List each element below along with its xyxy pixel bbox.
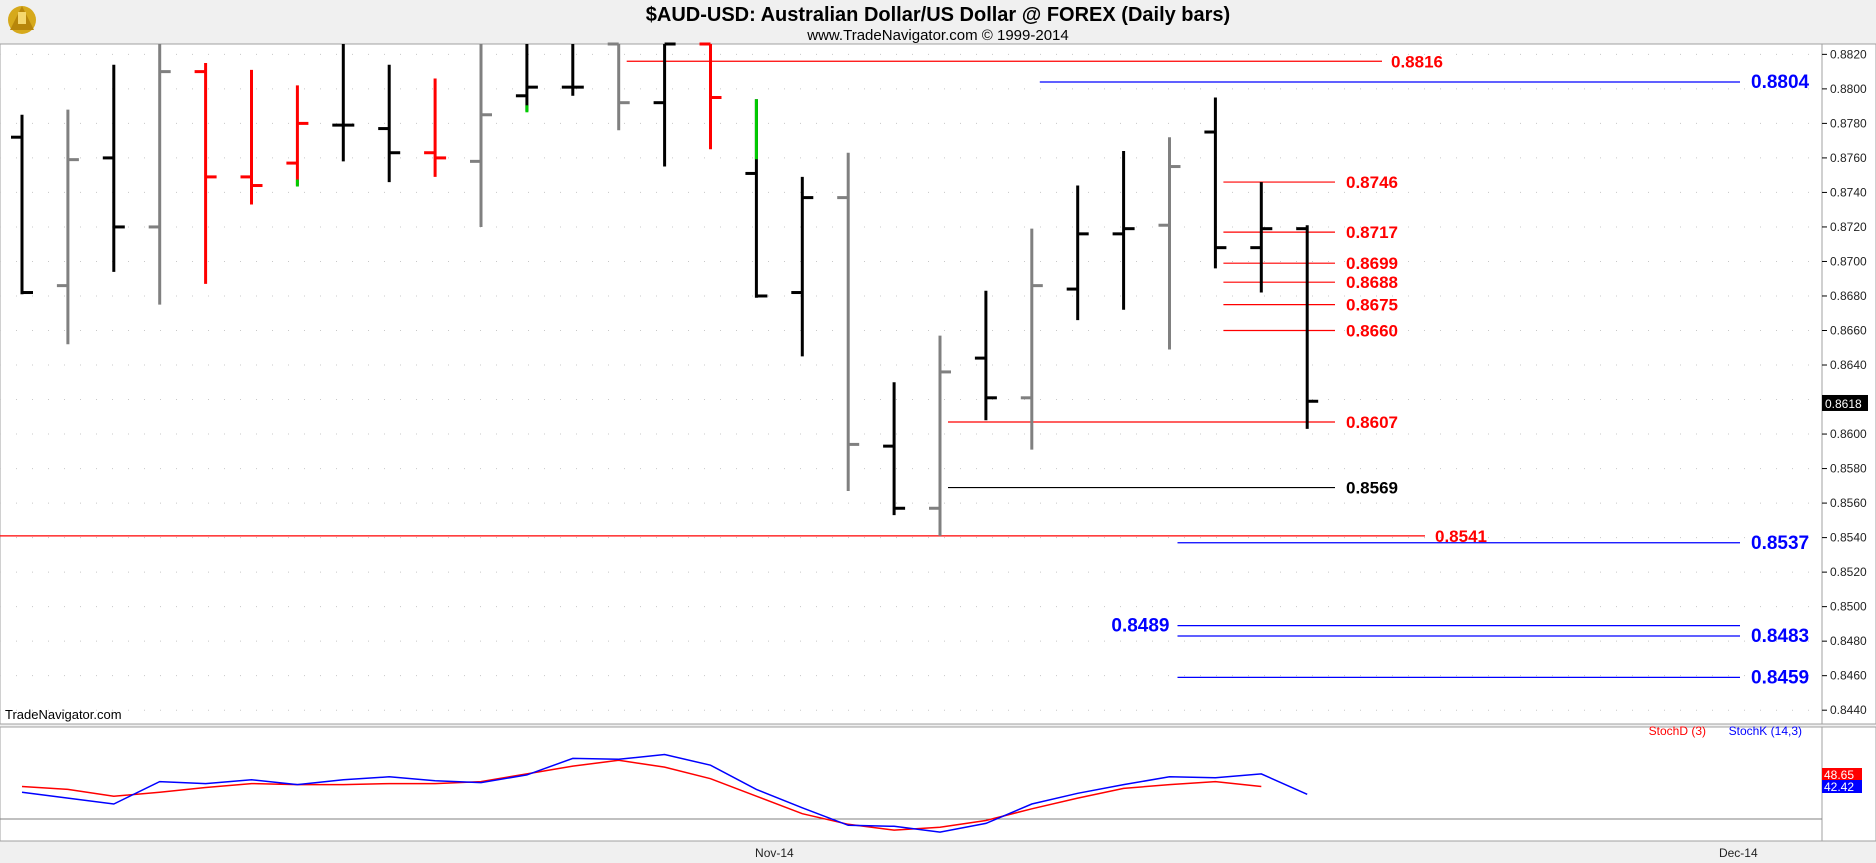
ohlc-bar xyxy=(929,335,951,536)
y-tick-label: 0.8780 xyxy=(1830,116,1867,130)
ohlc-bar xyxy=(1250,182,1273,293)
ohlc-bar xyxy=(1066,185,1089,321)
ohlc-bar xyxy=(194,62,217,284)
ohlc-bar xyxy=(1112,151,1135,310)
ohlc-bar xyxy=(378,64,401,183)
level-label: 0.8816 xyxy=(1391,52,1443,71)
last-price-label: 0.8618 xyxy=(1825,397,1862,411)
chart-title: $AUD-USD: Australian Dollar/US Dollar @ … xyxy=(646,4,1230,26)
y-tick-label: 0.8480 xyxy=(1830,634,1867,648)
ohlc-bar xyxy=(240,69,263,205)
y-tick-label: 0.8680 xyxy=(1830,289,1867,303)
date-axis: Nov-14 Dec-14 xyxy=(755,846,1758,860)
trade-navigator-logo xyxy=(8,6,36,34)
level-label: 0.8483 xyxy=(1751,626,1809,647)
ohlc-bar xyxy=(1020,228,1043,450)
level-label: 0.8699 xyxy=(1346,254,1398,273)
level-label: 0.8746 xyxy=(1346,173,1398,192)
ohlc-bar xyxy=(332,44,355,162)
stoch-line xyxy=(21,759,1262,831)
x-tick-label: Nov-14 xyxy=(755,846,794,860)
ohlc-bar xyxy=(286,85,309,187)
y-tick-label: 0.8540 xyxy=(1830,531,1867,545)
ohlc-bar xyxy=(837,152,860,492)
ohlc-bar xyxy=(974,290,997,421)
stoch-value-box xyxy=(1822,768,1862,781)
ohlc-bar xyxy=(56,109,79,345)
watermark: TradeNavigator.com xyxy=(5,707,122,722)
ohlc-bar xyxy=(1204,97,1227,269)
ohlc-bar xyxy=(791,176,814,357)
ohlc-bar xyxy=(148,44,171,305)
level-label: 0.8688 xyxy=(1346,273,1398,292)
legend-stochk: StochK (14,3) xyxy=(1729,724,1802,738)
y-tick-label: 0.8740 xyxy=(1830,185,1867,199)
ohlc-bar xyxy=(607,42,630,131)
ohlc-bar xyxy=(561,44,584,96)
y-tick-label: 0.8760 xyxy=(1830,151,1867,165)
level-label: 0.8660 xyxy=(1346,321,1398,340)
ohlc-bar xyxy=(11,114,33,295)
price-axis: 0.8440 0.8460 0.8480 0.8500 0.8520 0.8540 0.85… xyxy=(1822,47,1868,717)
legend-stochd: StochD (3) xyxy=(1649,724,1706,738)
ohlc-bar xyxy=(883,382,906,516)
stoch-line xyxy=(21,753,1308,833)
ohlc-bar xyxy=(470,44,492,227)
stoch-value-label: 42.42 xyxy=(1824,780,1854,794)
level-label: 0.8537 xyxy=(1751,533,1809,554)
stoch-value-label: 48.65 xyxy=(1824,768,1854,782)
level-label: 0.8489 xyxy=(1111,616,1169,637)
chart-subtitle: www.TradeNavigator.com © 1999-2014 xyxy=(806,27,1068,44)
y-tick-label: 0.8600 xyxy=(1830,427,1867,441)
ohlc-bar xyxy=(1158,137,1181,350)
stoch-value-box xyxy=(1822,780,1862,793)
y-tick-label: 0.8700 xyxy=(1830,254,1867,268)
y-tick-label: 0.8800 xyxy=(1830,82,1867,96)
level-label: 0.8717 xyxy=(1346,223,1398,242)
level-label: 0.8675 xyxy=(1346,296,1398,315)
y-tick-label: 0.8560 xyxy=(1830,496,1867,510)
y-tick-label: 0.8580 xyxy=(1830,462,1867,476)
y-tick-label: 0.8500 xyxy=(1830,600,1867,614)
level-label: 0.8569 xyxy=(1346,479,1398,498)
x-tick-label: Dec-14 xyxy=(1719,846,1758,860)
y-tick-label: 0.8520 xyxy=(1830,565,1867,579)
level-label: 0.8607 xyxy=(1346,413,1398,432)
ohlc-bars xyxy=(11,42,1319,536)
y-tick-label: 0.8660 xyxy=(1830,323,1867,337)
ohlc-bar xyxy=(424,78,447,177)
last-price-box xyxy=(1822,394,1868,411)
ohlc-bar xyxy=(102,64,125,272)
ohlc-bar xyxy=(515,44,538,113)
ohlc-bar xyxy=(1296,225,1319,429)
y-tick-label: 0.8460 xyxy=(1830,669,1867,683)
level-label: 0.8541 xyxy=(1435,527,1487,546)
y-tick-label: 0.8640 xyxy=(1830,358,1867,372)
ohlc-bar xyxy=(745,99,768,298)
y-tick-label: 0.8820 xyxy=(1830,47,1867,61)
price-panel xyxy=(0,43,1823,725)
price-axis-panel xyxy=(1821,43,1876,725)
level-label: 0.8459 xyxy=(1751,667,1809,688)
level-label: 0.8804 xyxy=(1751,72,1810,93)
y-tick-label: 0.8720 xyxy=(1830,220,1867,234)
y-tick-label: 0.8440 xyxy=(1830,703,1867,717)
ohlc-bar xyxy=(699,42,722,150)
ohlc-bar xyxy=(653,42,676,167)
